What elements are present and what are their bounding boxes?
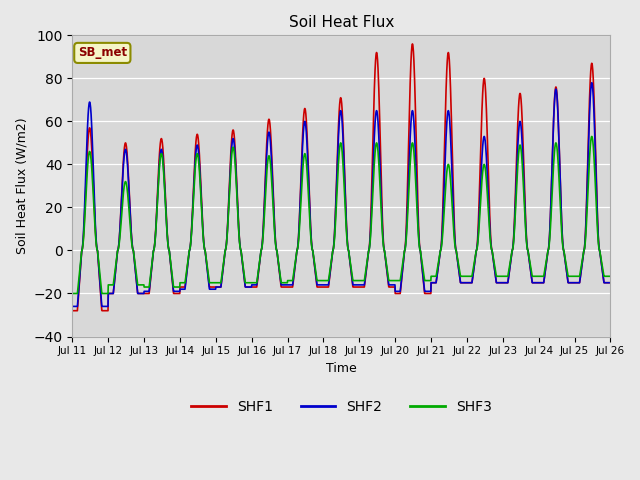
SHF1 — [408, 41, 416, 47]
SHF2 — [68, 303, 76, 309]
SHF1 — [68, 308, 76, 313]
Title: Soil Heat Flux: Soil Heat Flux — [289, 15, 394, 30]
Line: SHF2: SHF2 — [72, 83, 610, 306]
Line: SHF3: SHF3 — [72, 136, 610, 293]
SHF2 — [588, 80, 596, 85]
X-axis label: Time: Time — [326, 362, 356, 375]
SHF1 — [369, 161, 376, 167]
SHF1 — [574, 280, 582, 286]
Y-axis label: Soil Heat Flux (W/m2): Soil Heat Flux (W/m2) — [15, 118, 28, 254]
SHF1 — [498, 280, 506, 286]
SHF1 — [356, 284, 364, 290]
SHF3 — [369, 201, 376, 206]
Legend: SHF1, SHF2, SHF3: SHF1, SHF2, SHF3 — [186, 395, 497, 420]
SHF2 — [559, 239, 566, 244]
SHF2 — [606, 280, 614, 286]
SHF3 — [606, 274, 614, 279]
SHF2 — [497, 280, 505, 286]
SHF2 — [218, 272, 226, 277]
SHF2 — [356, 282, 364, 288]
SHF2 — [369, 187, 376, 192]
Line: SHF1: SHF1 — [72, 44, 610, 311]
SHF3 — [68, 290, 76, 296]
SHF1 — [606, 280, 614, 286]
SHF3 — [559, 241, 566, 247]
SHF3 — [356, 278, 364, 284]
SHF1 — [218, 272, 226, 277]
SHF1 — [559, 242, 566, 248]
SHF3 — [573, 274, 581, 279]
SHF3 — [218, 269, 226, 275]
SHF2 — [573, 280, 581, 286]
SHF3 — [588, 133, 596, 139]
SHF3 — [497, 274, 505, 279]
Text: SB_met: SB_met — [78, 47, 127, 60]
